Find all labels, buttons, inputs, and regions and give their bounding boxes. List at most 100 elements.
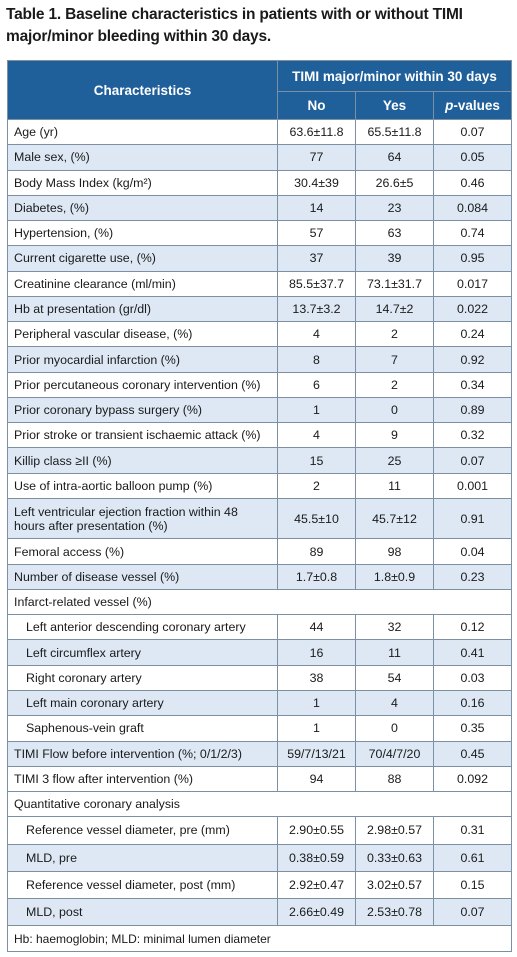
- table-body: Age (yr) 63.6±11.8 65.5±11.8 0.07 Male sex, …: [6, 118, 513, 952]
- no-value: 4: [277, 422, 356, 449]
- footnote: Hb: haemoglobin; MLD: minimal lumen diam…: [6, 925, 513, 952]
- table-row: Use of intra-aortic balloon pump (%) 2 11 0…: [7, 472, 513, 499]
- header-row-1: Characteristics TIMI major/minor within …: [7, 60, 513, 120]
- yes-value: 70/4/7/20: [355, 740, 434, 767]
- p-value: 0.61: [432, 843, 513, 872]
- row-label: Right coronary artery: [7, 664, 278, 692]
- yes-value: 65.5±11.8: [355, 118, 434, 146]
- p-value: 0.022: [432, 295, 513, 323]
- p-value: 0.017: [432, 270, 513, 297]
- table-row: Left anterior descending coronary artery…: [7, 614, 513, 641]
- table-row: TIMI Flow before intervention (%; 0/1/2/…: [7, 740, 513, 767]
- table-row: MLD, post 2.66±0.49 2.53±0.78 0.07: [7, 898, 513, 927]
- yes-value: 14.7±2: [355, 295, 434, 323]
- yes-value: 4: [355, 689, 434, 717]
- no-value: 30.4±39: [277, 169, 356, 196]
- p-value: 0.12: [432, 614, 513, 641]
- no-value: 63.6±11.8: [277, 118, 356, 146]
- p-value: 0.91: [432, 497, 513, 540]
- yes-value: 73.1±31.7: [355, 270, 434, 297]
- no-value: 2.90±0.55: [277, 816, 356, 845]
- p-value: 0.092: [432, 765, 513, 793]
- yes-value: 0.33±0.63: [355, 843, 434, 872]
- p-value: 0.34: [432, 371, 513, 398]
- p-value: 0.15: [432, 870, 513, 900]
- table-row: Peripheral vascular disease, (%) 4 2 0.24: [7, 321, 513, 348]
- p-value: 0.23: [432, 563, 513, 590]
- row-label: Hb at presentation (gr/dl): [7, 295, 278, 323]
- p-value: 0.46: [432, 169, 513, 196]
- table-title: Table 1. Baseline characteristics in pat…: [6, 6, 463, 45]
- table-row: Male sex, (%) 77 64 0.05: [7, 144, 513, 171]
- row-label: Killip class ≥II (%): [7, 447, 278, 474]
- row-label: Creatinine clearance (ml/min): [7, 270, 278, 297]
- table-row: Reference vessel diameter, post (mm) 2.92…: [7, 870, 513, 900]
- yes-value: 11: [355, 639, 434, 666]
- table-row: Hb at presentation (gr/dl) 13.7±3.2 14.7±2…: [7, 295, 513, 323]
- yes-value: 3.02±0.57: [355, 870, 434, 900]
- row-label: Reference vessel diameter, pre (mm): [7, 816, 278, 845]
- no-value: 77: [277, 144, 356, 171]
- row-label: MLD, post: [7, 898, 278, 927]
- table-row: Prior myocardial infarction (%) 8 7 0.92: [7, 346, 513, 373]
- no-value: 8: [277, 346, 356, 373]
- table-row: Reference vessel diameter, pre (mm) 2.90±…: [7, 816, 513, 845]
- yes-value: 0: [355, 715, 434, 742]
- yes-value: 39: [355, 245, 434, 272]
- row-label: Age (yr): [7, 118, 278, 146]
- no-value: 0.38±0.59: [277, 843, 356, 872]
- table-row: Right coronary artery 38 54 0.03: [7, 664, 513, 692]
- p-value: 0.89: [432, 396, 513, 424]
- table-row: Left circumflex artery 16 11 0.41: [7, 639, 513, 666]
- section-label: Quantitative coronary analysis: [6, 791, 513, 818]
- table-row: Number of disease vessel (%) 1.7±0.8 1.8±0…: [7, 563, 513, 590]
- p-value: 0.32: [432, 422, 513, 449]
- p-value: 0.95: [432, 245, 513, 272]
- no-value: 44: [277, 614, 356, 641]
- yes-value: 54: [355, 664, 434, 692]
- row-label: TIMI Flow before intervention (%; 0/1/2/…: [7, 740, 278, 767]
- table-row: TIMI 3 flow after intervention (%) 94 88 0.…: [7, 765, 513, 793]
- row-label: Hypertension, (%): [7, 220, 278, 247]
- yes-value: 1.8±0.9: [355, 563, 434, 590]
- no-value: 14: [277, 194, 356, 222]
- table-row: Saphenous-vein graft 1 0 0.35: [7, 715, 513, 742]
- table-row: Killip class ≥II (%) 15 25 0.07: [7, 447, 513, 474]
- no-value: 1: [277, 715, 356, 742]
- characteristics-header: Characteristics: [7, 60, 278, 120]
- yes-value: 0: [355, 396, 434, 424]
- row-label: Diabetes, (%): [7, 194, 278, 222]
- row-label: Prior stroke or transient ischaemic atta…: [7, 422, 278, 449]
- yes-value: 2: [355, 321, 434, 348]
- section-row: Infarct-related vessel (%): [6, 588, 513, 616]
- table-row: Left ventricular ejection fraction withi…: [7, 497, 513, 540]
- table-row: Prior coronary bypass surgery (%) 1 0 0.89: [7, 396, 513, 424]
- no-value: 15: [277, 447, 356, 474]
- yes-value: 7: [355, 346, 434, 373]
- row-label: Saphenous-vein graft: [7, 715, 278, 742]
- yes-value: 88: [355, 765, 434, 793]
- section-label: Infarct-related vessel (%): [6, 588, 513, 616]
- row-label: Femoral access (%): [7, 538, 278, 565]
- no-value: 38: [277, 664, 356, 692]
- no-value: 57: [277, 220, 356, 247]
- yes-header: Yes: [355, 91, 434, 120]
- row-label: Prior coronary bypass surgery (%): [7, 396, 278, 424]
- table-row: Diabetes, (%) 14 23 0.084: [7, 194, 513, 222]
- no-header: No: [277, 91, 356, 120]
- yes-value: 64: [355, 144, 434, 171]
- row-label: Peripheral vascular disease, (%): [7, 321, 278, 348]
- row-label: MLD, pre: [7, 843, 278, 872]
- section-row: Quantitative coronary analysis: [6, 791, 513, 818]
- table-row: Body Mass Index (kg/m²) 30.4±39 26.6±5 0.46: [7, 169, 513, 196]
- footnote-row: Hb: haemoglobin; MLD: minimal lumen diam…: [6, 925, 513, 952]
- p-value: 0.084: [432, 194, 513, 222]
- no-value: 59/7/13/21: [277, 740, 356, 767]
- row-label: Use of intra-aortic balloon pump (%): [7, 472, 278, 499]
- p-value: 0.07: [432, 118, 513, 146]
- no-value: 16: [277, 639, 356, 666]
- row-label: Reference vessel diameter, post (mm): [7, 870, 278, 900]
- no-value: 85.5±37.7: [277, 270, 356, 297]
- yes-value: 9: [355, 422, 434, 449]
- row-label: Body Mass Index (kg/m²): [7, 169, 278, 196]
